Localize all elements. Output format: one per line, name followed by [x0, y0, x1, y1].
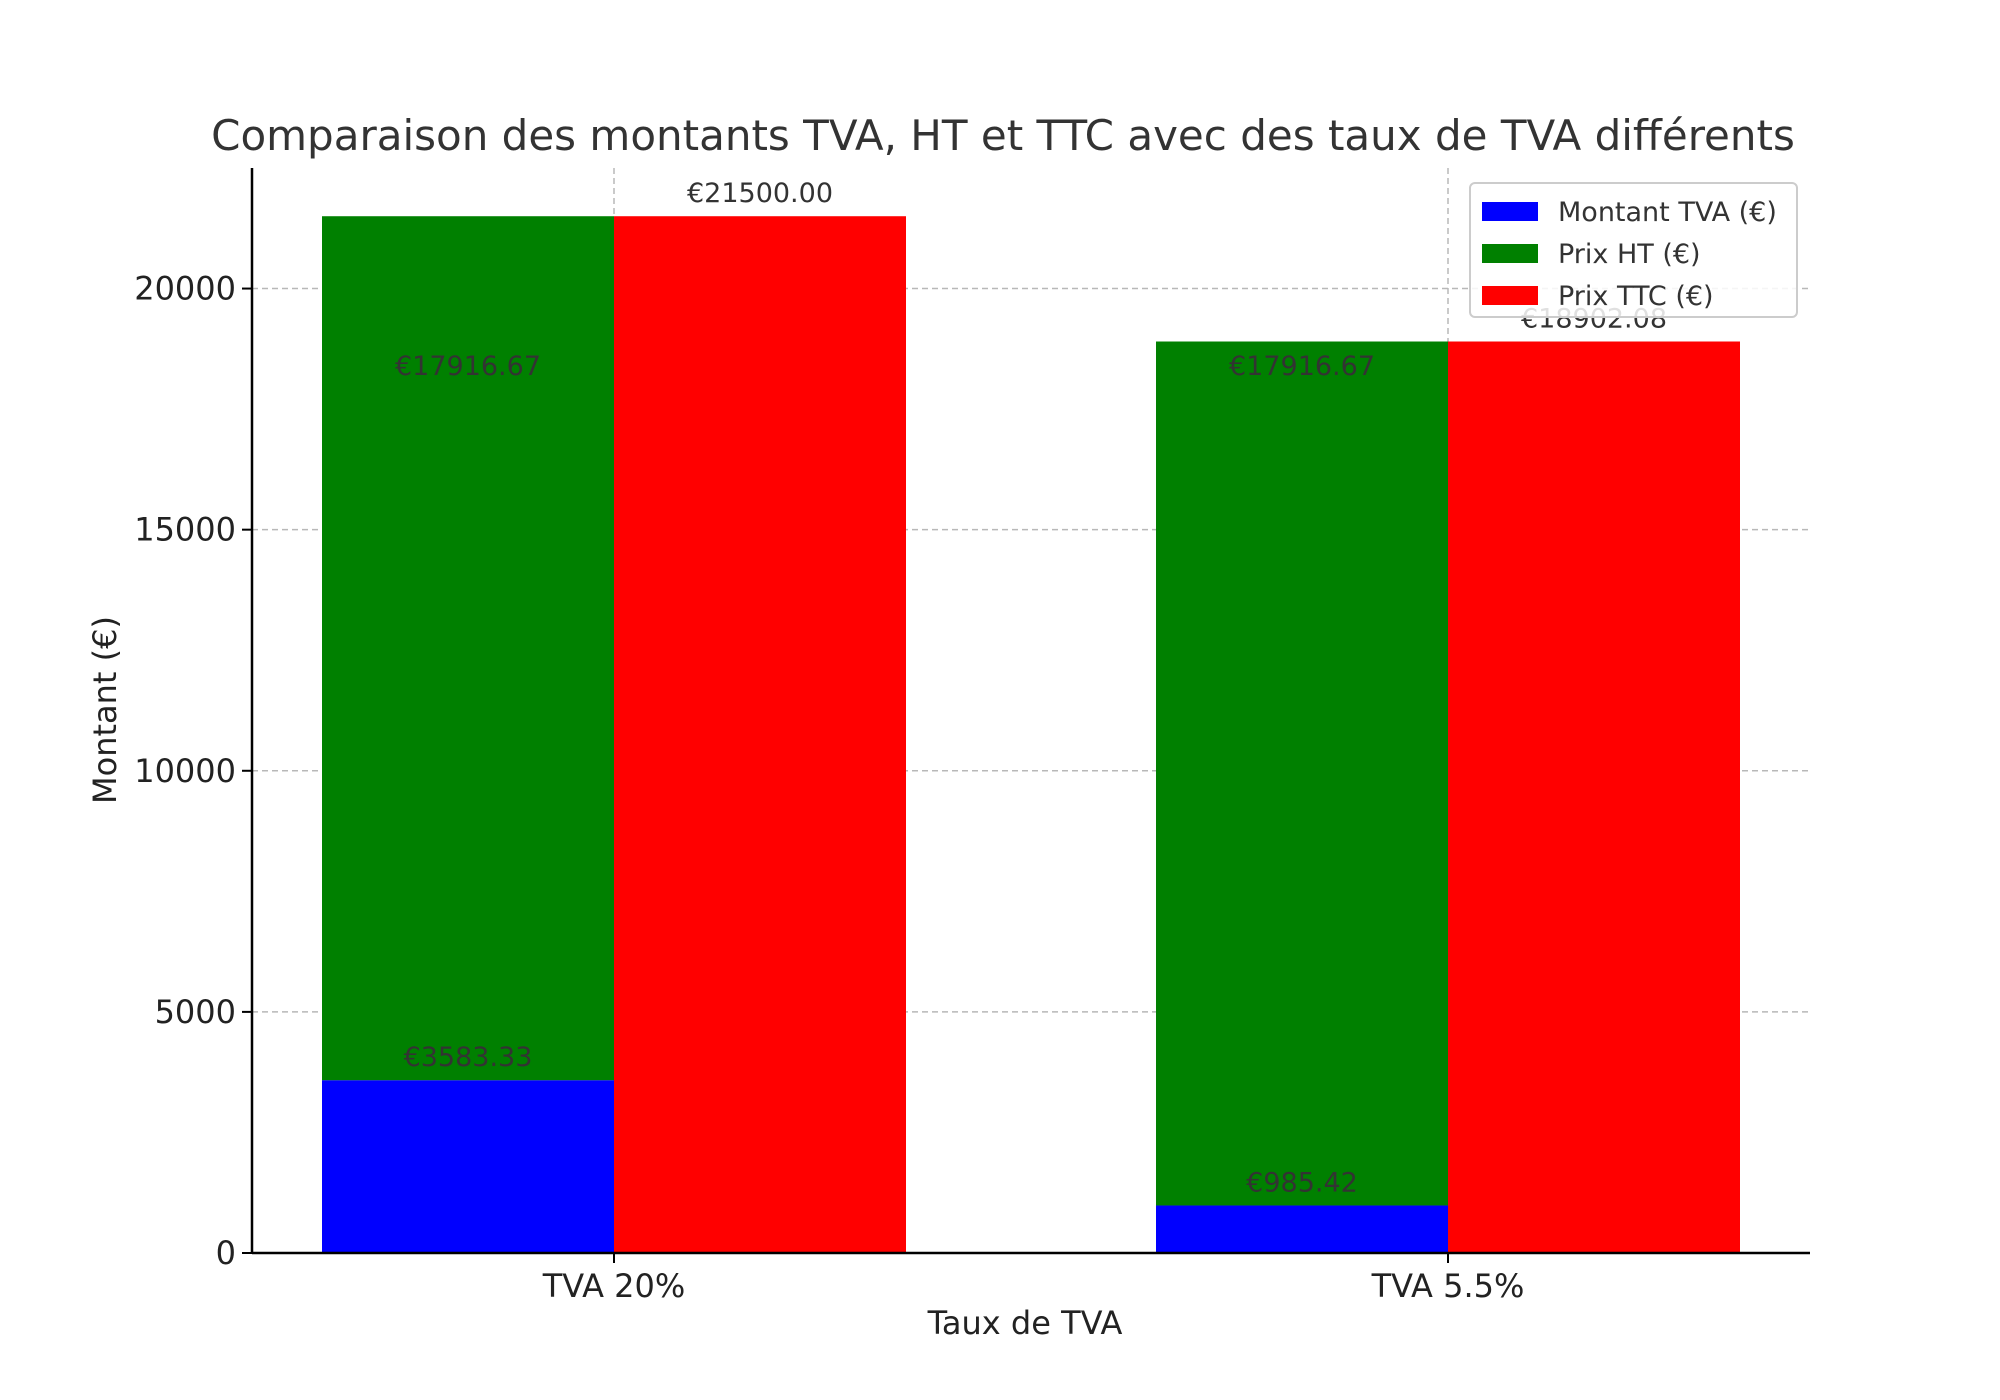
bar-prix-ht [322, 216, 614, 1081]
data-label-tva: €3583.33 [404, 1042, 533, 1073]
legend-label: Prix HT (€) [1558, 239, 1701, 270]
bar-prix-ttc [614, 216, 906, 1254]
data-label-tva: €985.42 [1246, 1167, 1358, 1198]
bars-layer [322, 216, 1740, 1254]
axes-layer [250, 168, 1810, 1255]
legend-label: Prix TTC (€) [1558, 281, 1714, 312]
legend: Montant TVA (€) Prix HT (€) Prix TTC (€) [1469, 182, 1798, 318]
data-label-ht: €17916.67 [395, 351, 541, 382]
y-tick-label: 0 [216, 1234, 236, 1272]
data-label-ht: €17916.67 [1229, 351, 1375, 382]
y-tick-label: 20000 [134, 270, 236, 308]
bar-montant-tva [322, 1080, 614, 1253]
data-label-ttc: €21500.00 [687, 178, 833, 209]
x-tick-label: TVA 20% [542, 1267, 686, 1305]
x-axis-title: Taux de TVA [927, 1304, 1123, 1342]
y-tick-label: 10000 [134, 752, 236, 790]
legend-box [1469, 182, 1798, 318]
legend-label: Montant TVA (€) [1558, 197, 1777, 228]
bar-prix-ht [1156, 341, 1448, 1206]
legend-swatch [1482, 244, 1538, 263]
x-tick-label: TVA 5.5% [1371, 1267, 1525, 1305]
y-axis-title: Montant (€) [86, 616, 124, 804]
bar-prix-ttc [1448, 341, 1740, 1253]
bar-montant-tva [1156, 1205, 1448, 1253]
y-tick-label: 5000 [155, 993, 236, 1031]
legend-swatch [1482, 202, 1538, 221]
legend-swatch [1482, 286, 1538, 305]
y-tick-label: 15000 [134, 511, 236, 549]
chart-title: Comparaison des montants TVA, HT et TTC … [211, 111, 1795, 160]
ticks-layer: 0 5000 10000 15000 20000 TVA 20% TVA 5.5% [134, 270, 1524, 1305]
